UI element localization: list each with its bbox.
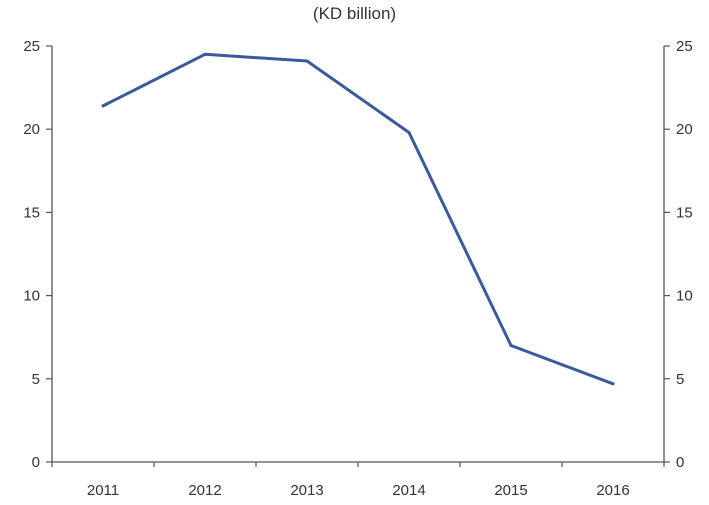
y-tick-label-right: 15 — [676, 204, 693, 221]
data-point — [509, 344, 513, 348]
y-tick-label-left: 20 — [23, 121, 40, 138]
y-tick-label-right: 0 — [676, 454, 684, 471]
x-tick-label: 2013 — [290, 482, 323, 499]
data-point — [305, 59, 309, 63]
x-tick-label: 2016 — [596, 482, 629, 499]
y-tick-label-left: 10 — [23, 288, 40, 305]
y-tick-label-right: 25 — [676, 38, 693, 55]
x-tick-label: 2012 — [188, 482, 221, 499]
data-point — [101, 104, 105, 108]
y-tick-label-left: 25 — [23, 38, 40, 55]
axes-layer — [46, 45, 670, 467]
y-tick-label-right: 10 — [676, 288, 693, 305]
data-point — [203, 52, 207, 56]
y-tick-label-left: 5 — [32, 371, 40, 388]
y-tick-label-right: 20 — [676, 121, 693, 138]
y-tick-label-right: 5 — [676, 371, 684, 388]
tick-labels-layer: 0 0 5 5 10 10 15 15 20 20 25 25 2011 2012 2013 2014 2015… — [23, 38, 692, 499]
series-layer — [101, 52, 615, 386]
series-line — [101, 52, 615, 386]
x-tick-label: 2015 — [494, 482, 527, 499]
y-tick-label-left: 15 — [23, 204, 40, 221]
x-tick-label: 2011 — [87, 482, 119, 499]
x-tick-label: 2014 — [392, 482, 425, 499]
chart-subtitle: (KD billion) — [312, 4, 397, 23]
data-point — [611, 382, 615, 386]
data-point — [407, 131, 411, 135]
y-tick-label-left: 0 — [32, 454, 40, 471]
